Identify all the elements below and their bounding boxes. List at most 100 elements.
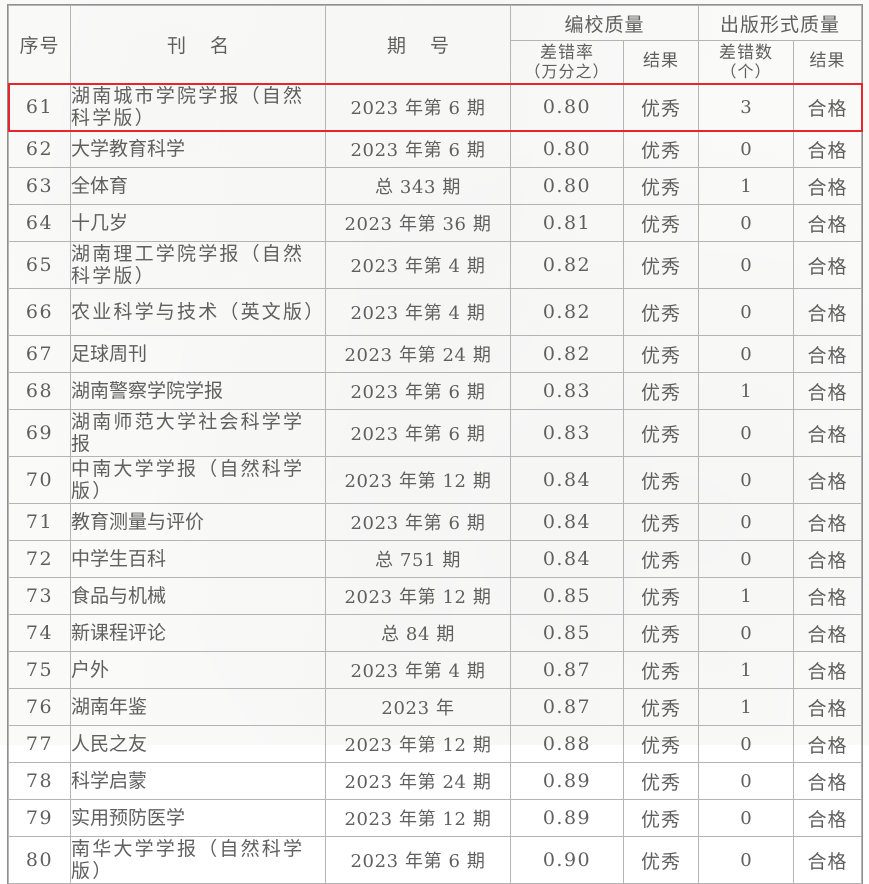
cell-error-rate: 0.89 — [510, 799, 624, 837]
cell-serial-number: 69 — [8, 409, 71, 457]
cell-format-quality-result: 合格 — [793, 688, 863, 726]
cell-issue-number: 2023 年第 24 期 — [325, 762, 511, 800]
table-row: 68 湖南警察学院学报 2023 年第 6 期 0.83 优秀 1 合格 — [8, 372, 863, 410]
cell-serial-number: 65 — [8, 241, 71, 289]
cell-issue-number: 2023 年第 4 期 — [325, 288, 511, 336]
cell-error-count: 0 — [698, 335, 795, 373]
cell-serial-number: 61 — [8, 83, 71, 131]
table-row: 66 农业科学与技术（英文版） 2023 年第 4 期 0.82 优秀 0 合格 — [8, 288, 863, 336]
cell-error-count: 3 — [698, 83, 795, 131]
cell-format-quality-result: 合格 — [793, 409, 863, 457]
cell-journal-name: 十几岁 — [70, 204, 326, 242]
cell-format-quality-result: 合格 — [793, 762, 863, 800]
header-cell-result-edit: 结果 — [622, 40, 700, 84]
table-row: 76 湖南年鉴 2023 年 0.87 优秀 1 合格 — [8, 688, 863, 726]
cell-serial-number: 68 — [8, 372, 71, 410]
cell-serial-number: 76 — [8, 688, 71, 726]
cell-serial-number: 75 — [8, 651, 71, 689]
cell-journal-name: 中学生百科 — [70, 540, 326, 578]
cell-issue-number: 2023 年第 6 期 — [325, 409, 511, 457]
cell-edit-quality-result: 优秀 — [622, 204, 700, 242]
cell-error-count: 0 — [698, 725, 795, 763]
cell-format-quality-result: 合格 — [793, 540, 863, 578]
cell-error-count: 0 — [698, 799, 795, 837]
cell-journal-name: 人民之友 — [70, 725, 326, 763]
cell-format-quality-result: 合格 — [793, 577, 863, 615]
cell-error-count: 1 — [698, 372, 795, 410]
cell-issue-number: 2023 年第 6 期 — [325, 83, 511, 131]
cell-edit-quality-result: 优秀 — [622, 799, 700, 837]
cell-journal-name: 教育测量与评价 — [70, 503, 326, 541]
cell-error-rate: 0.84 — [510, 503, 624, 541]
cell-format-quality-result: 合格 — [793, 130, 863, 168]
cell-error-rate: 0.84 — [510, 456, 624, 504]
cell-serial-number: 77 — [8, 725, 71, 763]
journal-quality-table: 序号 刊 名 期 号 编校质量 出版形式质量 差错率 （万分之） 结果 差错数 — [6, 4, 864, 884]
cell-journal-name: 湖南警察学院学报 — [70, 372, 326, 410]
cell-format-quality-result: 合格 — [793, 167, 863, 205]
cell-issue-number: 2023 年第 12 期 — [325, 725, 511, 763]
cell-error-count: 0 — [698, 540, 795, 578]
cell-error-count: 1 — [698, 577, 795, 615]
cell-journal-name: 食品与机械 — [70, 577, 326, 615]
cell-error-rate: 0.90 — [510, 836, 624, 884]
cell-edit-quality-result: 优秀 — [622, 372, 700, 410]
cell-format-quality-result: 合格 — [793, 288, 863, 336]
cell-error-count: 1 — [698, 688, 795, 726]
table-row: 79 实用预防医学 2023 年第 12 期 0.89 优秀 0 合格 — [8, 799, 863, 837]
table-row: 69 湖南师范大学社会科学学报 2023 年第 6 期 0.83 优秀 0 合格 — [8, 409, 863, 457]
cell-error-rate: 0.87 — [510, 651, 624, 689]
cell-issue-number: 2023 年第 4 期 — [325, 651, 511, 689]
table-row: 75 户外 2023 年第 4 期 0.87 优秀 1 合格 — [8, 651, 863, 689]
cell-error-count: 0 — [698, 241, 795, 289]
cell-edit-quality-result: 优秀 — [622, 614, 700, 652]
cell-issue-number: 2023 年第 6 期 — [325, 503, 511, 541]
table-row: 71 教育测量与评价 2023 年第 6 期 0.84 优秀 0 合格 — [8, 503, 863, 541]
cell-issue-number: 2023 年第 4 期 — [325, 241, 511, 289]
cell-serial-number: 66 — [8, 288, 71, 336]
cell-error-rate: 0.89 — [510, 762, 624, 800]
cell-error-rate: 0.80 — [510, 167, 624, 205]
cell-edit-quality-result: 优秀 — [622, 167, 700, 205]
cell-journal-name: 中南大学学报（自然科学版） — [70, 456, 326, 504]
cell-edit-quality-result: 优秀 — [622, 651, 700, 689]
header-cell-result-format: 结果 — [793, 40, 863, 84]
cell-issue-number: 2023 年 — [325, 688, 511, 726]
cell-error-rate: 0.81 — [510, 204, 624, 242]
cell-issue-number: 2023 年第 36 期 — [325, 204, 511, 242]
cell-error-rate: 0.82 — [510, 335, 624, 373]
cell-error-rate: 0.83 — [510, 372, 624, 410]
header-label-error-count-unit: （个） — [720, 61, 772, 81]
table-row: 72 中学生百科总 751 期 0.84 优秀 0 合格 — [8, 540, 863, 578]
cell-serial-number: 64 — [8, 204, 71, 242]
cell-issue-number: 2023 年第 6 期 — [325, 130, 511, 168]
header-cell-error-rate: 差错率 （万分之） — [510, 40, 624, 84]
table-row: 64 十几岁 2023 年第 36 期 0.81 优秀 0 合格 — [8, 204, 863, 242]
table-row: 73 食品与机械 2023 年第 12 期 0.85 优秀 1 合格 — [8, 577, 863, 615]
cell-format-quality-result: 合格 — [793, 503, 863, 541]
table-row: 67 足球周刊 2023 年第 24 期 0.82 优秀 0 合格 — [8, 335, 863, 373]
cell-error-count: 1 — [698, 651, 795, 689]
cell-edit-quality-result: 优秀 — [622, 540, 700, 578]
header-label-issue: 期 号 — [386, 35, 459, 57]
header-cell-name: 刊 名 — [70, 5, 326, 84]
cell-error-rate: 0.82 — [510, 288, 624, 336]
cell-journal-name: 新课程评论 — [70, 614, 326, 652]
cell-format-quality-result: 合格 — [793, 799, 863, 837]
cell-error-rate: 0.80 — [510, 130, 624, 168]
cell-error-rate: 0.85 — [510, 577, 624, 615]
cell-edit-quality-result: 优秀 — [622, 836, 700, 884]
cell-serial-number: 74 — [8, 614, 71, 652]
cell-journal-name: 大学教育科学 — [70, 130, 326, 168]
header-cell-no: 序号 — [8, 5, 71, 84]
cell-serial-number: 80 — [8, 836, 71, 884]
cell-edit-quality-result: 优秀 — [622, 725, 700, 763]
cell-error-count: 0 — [698, 503, 795, 541]
cell-error-rate: 0.82 — [510, 241, 624, 289]
cell-serial-number: 79 — [8, 799, 71, 837]
cell-format-quality-result: 合格 — [793, 335, 863, 373]
table-row: 80 南华大学学报（自然科学版） 2023 年第 6 期 0.90 优秀 0 合格 — [8, 836, 863, 884]
cell-format-quality-result: 合格 — [793, 456, 863, 504]
cell-error-count: 0 — [698, 409, 795, 457]
